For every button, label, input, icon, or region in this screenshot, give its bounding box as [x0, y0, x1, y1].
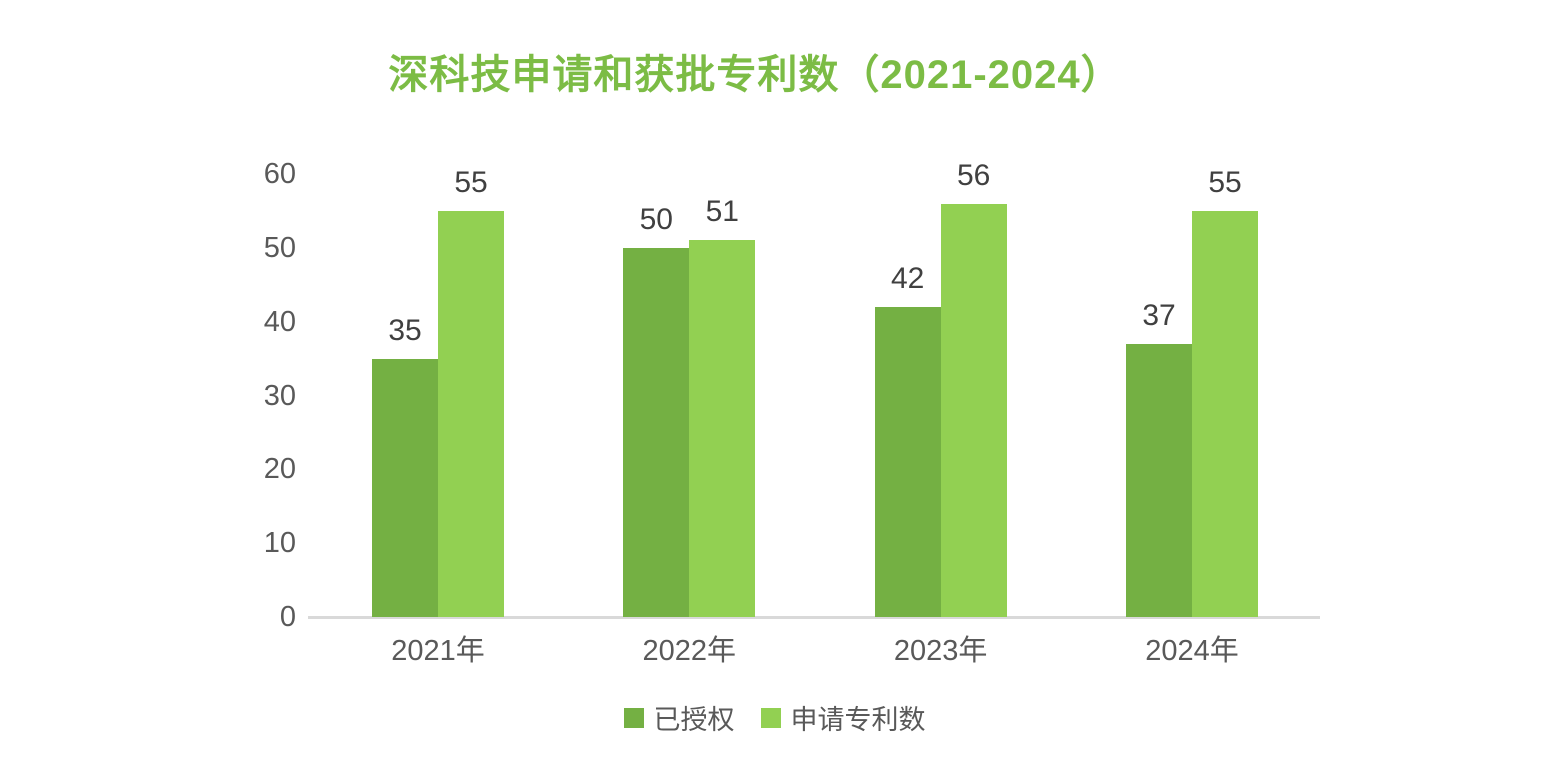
bar-已授权-2024年	[1126, 343, 1192, 617]
y-tick-label: 40	[263, 305, 296, 338]
legend: 已授权 申请专利数	[0, 698, 1549, 737]
bar-value-label: 50	[639, 202, 673, 236]
legend-swatch-icon	[623, 707, 644, 728]
chart-title: 深科技申请和获批专利数（2021-2024）	[388, 53, 1122, 97]
legend-label: 申请专利数	[790, 705, 926, 735]
bar-value-label: 55	[454, 165, 488, 199]
bar-申请专利数-2021年	[438, 210, 504, 617]
legend-swatch-icon	[760, 707, 781, 728]
bar-申请专利数-2024年	[1192, 210, 1258, 617]
y-tick-label: 10	[263, 527, 296, 560]
bar-value-label: 56	[957, 158, 991, 192]
y-tick-label: 20	[263, 453, 296, 486]
y-tick-label: 30	[263, 379, 296, 412]
y-tick-label: 50	[263, 231, 296, 264]
bar-value-label: 42	[891, 261, 925, 295]
legend-item-已授权: 已授权	[623, 698, 735, 737]
x-axis-label-2021年: 2021年	[391, 635, 485, 667]
bar-申请专利数-2023年	[940, 203, 1007, 617]
legend-item-申请专利数: 申请专利数	[760, 698, 926, 737]
x-axis-label-2023年: 2023年	[893, 635, 988, 667]
bar-value-label: 51	[705, 195, 739, 229]
bar-申请专利数-2022年	[689, 240, 756, 617]
bar-value-label: 37	[1142, 298, 1176, 332]
bar-已授权-2021年	[372, 358, 438, 617]
bar-已授权-2022年	[623, 247, 690, 617]
bar-已授权-2023年	[874, 306, 941, 617]
bar-value-label: 35	[388, 313, 422, 347]
y-tick-label: 60	[263, 158, 296, 190]
bar-value-label: 55	[1208, 165, 1242, 199]
x-axis-label-2022年: 2022年	[642, 635, 737, 667]
x-axis-line	[308, 616, 1320, 619]
legend-label: 已授权	[653, 705, 735, 735]
x-axis-label-2024年: 2024年	[1145, 635, 1239, 667]
y-tick-label: 0	[279, 601, 296, 633]
